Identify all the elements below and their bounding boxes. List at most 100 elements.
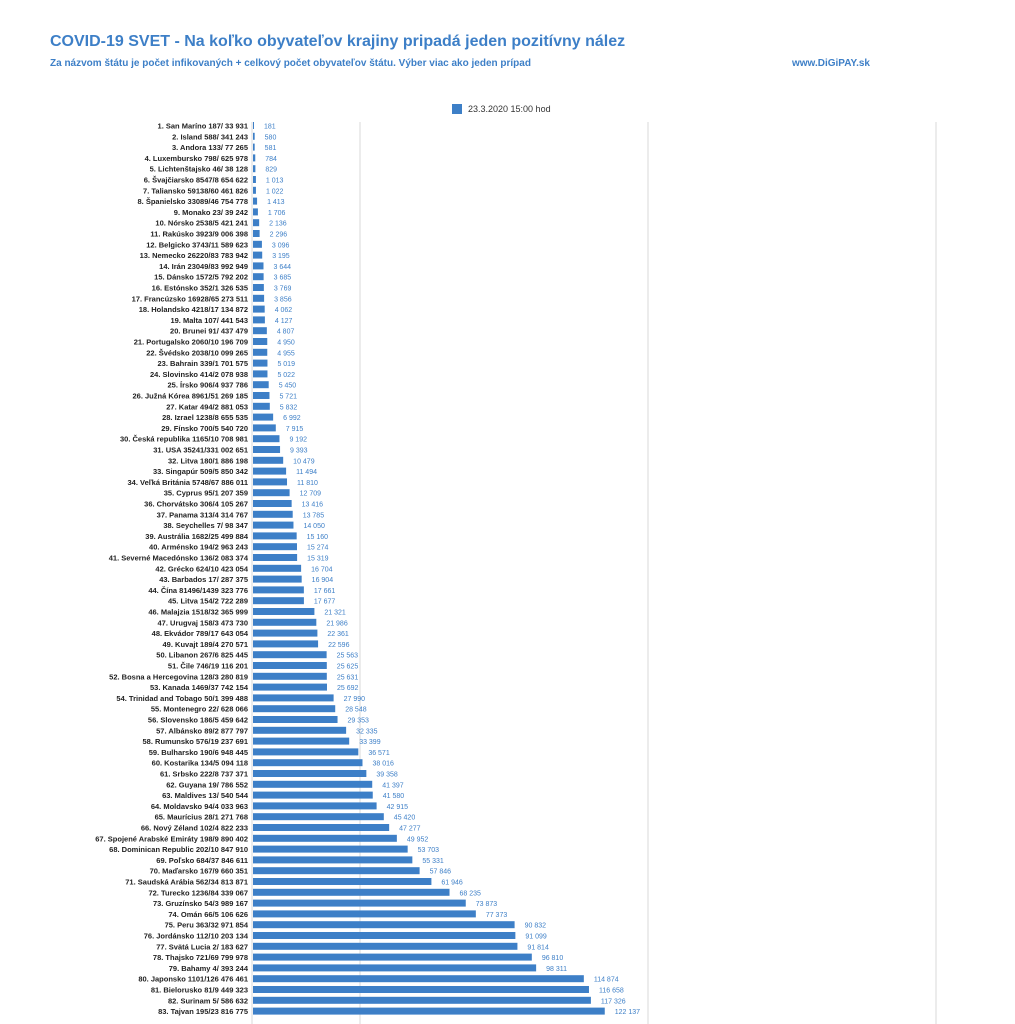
category-label: 25. Írsko 906/4 937 786 — [168, 381, 248, 390]
value-label: 61 946 — [441, 880, 463, 887]
bar — [253, 737, 350, 745]
category-label: 43. Barbados 17/ 287 375 — [159, 575, 248, 584]
value-label: 122 137 — [615, 1009, 640, 1016]
value-label: 73 873 — [476, 901, 498, 908]
value-label: 25 563 — [337, 653, 359, 660]
bar — [253, 651, 327, 659]
bar — [253, 964, 537, 972]
category-label: 44. Čína 81496/1439 323 776 — [148, 586, 248, 595]
value-label: 15 160 — [307, 534, 329, 541]
value-label: 2 296 — [270, 232, 288, 239]
bar — [253, 899, 466, 907]
value-label: 21 986 — [326, 620, 348, 627]
bar — [253, 910, 476, 918]
bar — [253, 327, 267, 335]
value-label: 16 704 — [311, 566, 333, 573]
bar — [253, 748, 359, 756]
category-label: 71. Saudská Arábia 562/34 813 871 — [125, 878, 248, 887]
bar — [253, 251, 263, 259]
bar — [253, 489, 290, 497]
value-label: 181 — [264, 124, 276, 131]
category-label: 64. Moldavsko 94/4 033 963 — [151, 802, 248, 811]
category-label: 54. Trinidad and Tobago 50/1 399 488 — [116, 694, 248, 703]
category-label: 7. Taliansko 59138/60 461 826 — [143, 186, 248, 195]
category-label: 55. Montenegro 22/ 628 066 — [151, 705, 248, 714]
bar — [253, 608, 315, 615]
category-label: 58. Rumunsko 576/19 237 691 — [143, 737, 248, 746]
category-label: 57. Albánsko 89/2 877 797 — [156, 726, 248, 735]
bar — [253, 230, 260, 237]
category-label: 67. Spojené Arabské Emiráty 198/9 890 40… — [95, 834, 248, 843]
value-label: 28 548 — [345, 707, 367, 714]
value-label: 25 625 — [337, 664, 359, 671]
bar — [253, 867, 420, 875]
value-label: 117 326 — [601, 998, 626, 1005]
value-label: 21 321 — [324, 610, 346, 617]
category-label: 5. Lichtenštajsko 46/ 38 128 — [150, 165, 248, 174]
value-label: 98 311 — [546, 966, 567, 973]
bar — [253, 392, 270, 399]
bar — [253, 575, 302, 583]
site-url[interactable]: www.DiGiPAY.sk — [792, 58, 870, 69]
bar — [253, 240, 262, 248]
category-label: 34. Veľká Británia 5748/67 886 011 — [128, 478, 248, 487]
chart-subtitle: Za názvom štátu je počet infikovaných + … — [50, 58, 531, 69]
bar — [253, 586, 304, 594]
bar — [253, 640, 319, 648]
bar — [253, 176, 256, 183]
value-label: 22 596 — [328, 642, 350, 649]
bar — [253, 986, 589, 993]
bar — [253, 208, 258, 216]
bar — [253, 554, 298, 561]
value-label: 11 810 — [297, 480, 318, 487]
bar — [253, 510, 293, 518]
bar — [253, 359, 268, 367]
category-label: 33. Singapúr 509/5 850 342 — [153, 467, 248, 476]
bar — [253, 996, 591, 1004]
category-label: 2. Island 588/ 341 243 — [172, 132, 248, 141]
value-label: 9 192 — [289, 437, 307, 444]
value-label: 36 571 — [368, 750, 390, 757]
bar — [253, 694, 334, 702]
category-label: 32. Litva 180/1 886 198 — [168, 456, 248, 465]
category-label: 79. Bahamy 4/ 393 244 — [169, 964, 249, 973]
value-label: 116 658 — [599, 988, 624, 995]
category-label: 56. Slovensko 186/5 459 642 — [148, 716, 248, 725]
category-label: 63. Maldives 13/ 540 544 — [162, 791, 249, 800]
value-label: 42 915 — [387, 804, 409, 811]
category-label: 13. Nemecko 26220/83 783 942 — [140, 251, 248, 260]
value-label: 784 — [265, 156, 277, 163]
category-label: 41. Severné Macedónsko 136/2 083 374 — [109, 554, 249, 563]
bar — [253, 824, 390, 831]
category-label: 50. Libanon 267/6 825 445 — [156, 651, 248, 660]
category-label: 49. Kuvajt 189/4 270 571 — [163, 640, 248, 649]
bar — [253, 262, 264, 270]
legend: 23.3.2020 15:00 hod — [452, 102, 551, 116]
value-label: 39 358 — [376, 772, 398, 779]
value-label: 53 703 — [418, 847, 440, 854]
bar — [253, 770, 367, 777]
value-label: 1 413 — [267, 199, 285, 206]
category-label: 11. Rakúsko 3923/9 006 398 — [150, 230, 248, 239]
value-label: 4 950 — [277, 340, 295, 347]
value-label: 45 420 — [394, 815, 416, 822]
category-label: 80. Japonsko 1101/126 476 461 — [138, 975, 248, 984]
category-label: 59. Bulharsko 190/6 948 445 — [149, 748, 248, 757]
category-label: 81. Bielorusko 81/9 449 323 — [151, 986, 248, 995]
category-label: 28. Izrael 1238/8 655 535 — [162, 413, 248, 422]
bar — [253, 143, 255, 151]
bar — [253, 791, 373, 799]
category-label: 9. Monako 23/ 39 242 — [174, 208, 248, 217]
category-label: 66. Nový Zéland 102/4 822 233 — [141, 824, 248, 833]
category-label: 20. Brunei 91/ 437 479 — [170, 327, 248, 336]
bar — [253, 618, 317, 626]
value-label: 25 631 — [337, 674, 359, 681]
bar — [253, 219, 260, 227]
bar — [253, 683, 327, 691]
category-label: 12. Belgicko 3743/11 589 623 — [146, 240, 248, 249]
value-label: 4 807 — [277, 329, 295, 336]
category-label: 45. Litva 154/2 722 289 — [168, 597, 248, 606]
category-label: 60. Kostarika 134/5 094 118 — [152, 759, 248, 768]
bar — [253, 154, 256, 162]
category-label: 53. Kanada 1469/37 742 154 — [150, 683, 249, 692]
